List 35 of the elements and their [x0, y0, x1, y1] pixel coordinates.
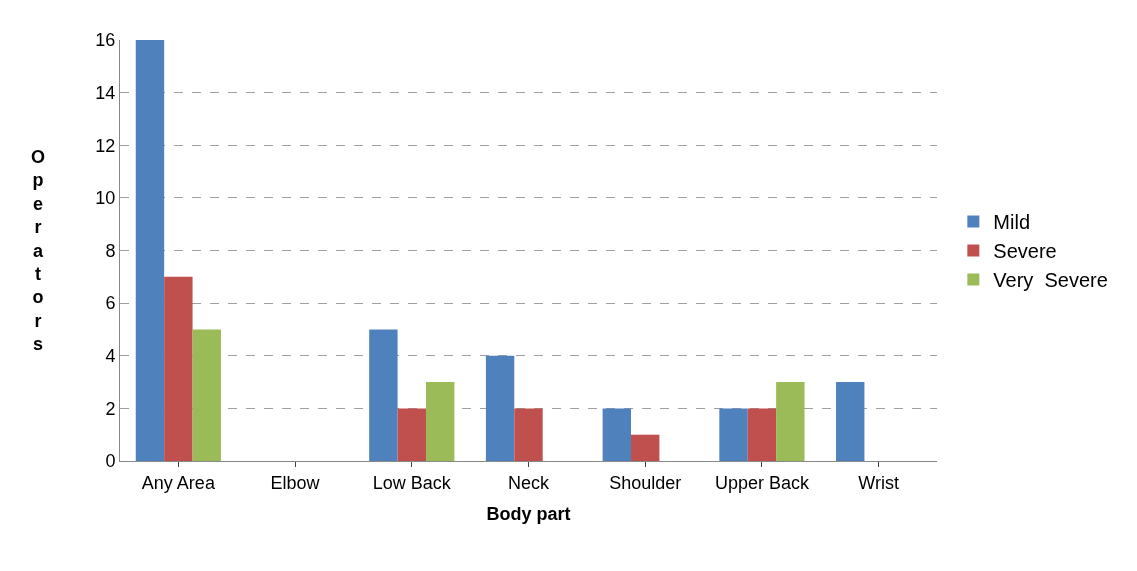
- y-tick-label: 4: [105, 346, 116, 367]
- y-tick-label: 14: [95, 82, 116, 103]
- bar: [397, 408, 426, 461]
- bar: [514, 408, 543, 461]
- bar: [485, 355, 515, 461]
- x-tick-label: Upper Back: [714, 472, 810, 493]
- x-axis-title: Body part: [486, 503, 571, 524]
- legend-label: Severe: [993, 240, 1057, 263]
- bar: [602, 408, 632, 461]
- bar: [164, 276, 193, 461]
- bar: [135, 40, 165, 461]
- bar: [369, 329, 398, 461]
- y-tick-label: 10: [95, 188, 116, 209]
- bar: [631, 434, 660, 461]
- x-tick-label: Any Area: [141, 472, 216, 493]
- bar: [836, 382, 865, 461]
- y-tick-label: 6: [105, 293, 116, 314]
- x-tick-label: Neck: [507, 472, 550, 493]
- bar: [776, 382, 805, 461]
- bar: [719, 408, 748, 461]
- bar: [747, 408, 777, 461]
- y-tick-label: 16: [95, 30, 116, 51]
- x-tick-label: Wrist: [858, 472, 899, 493]
- y-tick-label: 12: [95, 135, 116, 156]
- legend-label: Very Severe: [993, 269, 1108, 292]
- x-tick-label: Shoulder: [609, 472, 682, 493]
- legend-label: Mild: [993, 211, 1031, 234]
- x-tick-label: Elbow: [270, 472, 321, 493]
- y-tick-label: 8: [105, 240, 116, 261]
- bar: [425, 382, 455, 461]
- y-tick-label: 2: [105, 398, 116, 419]
- y-tick-label: 0: [105, 451, 116, 472]
- bar: [192, 329, 221, 461]
- text: Operators: [31, 147, 46, 355]
- x-tick-label: Low Back: [372, 472, 452, 493]
